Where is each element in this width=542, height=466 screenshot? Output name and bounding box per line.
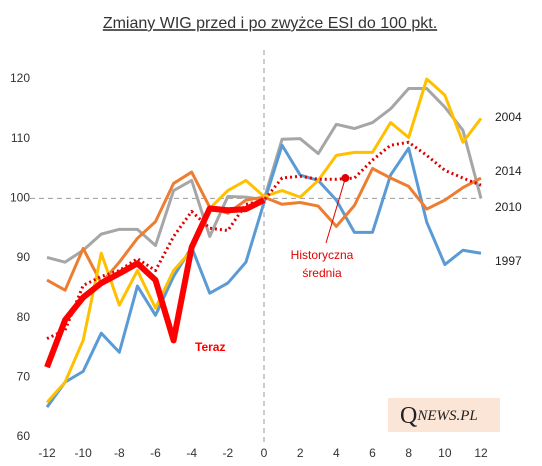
y-tick-label: 80 <box>17 310 31 324</box>
y-tick-label: 100 <box>10 191 30 205</box>
series-label: 2014 <box>495 164 522 178</box>
series-label: 2004 <box>495 110 522 124</box>
x-tick-label: 10 <box>438 446 452 460</box>
x-tick-label: -6 <box>150 446 161 460</box>
y-tick-label: 110 <box>11 131 30 145</box>
x-tick-label: 4 <box>333 446 340 460</box>
x-tick-label: 8 <box>405 446 412 460</box>
series-line <box>46 140 482 340</box>
series-line <box>45 77 483 404</box>
x-tick-label: 6 <box>369 446 376 460</box>
x-tick-label: 12 <box>474 446 488 460</box>
watermark-rest: NEWS.PL <box>416 408 477 424</box>
x-tick-label: -12 <box>38 446 56 460</box>
annotation-leader <box>325 177 346 244</box>
y-tick-label: 90 <box>17 250 31 264</box>
series-label: 1997 <box>495 254 522 268</box>
x-tick-label: 0 <box>261 446 268 460</box>
series-line <box>44 197 266 369</box>
watermark-box <box>388 398 500 432</box>
annotation: Historyczna <box>291 248 354 262</box>
x-tick-label: -8 <box>114 446 125 460</box>
annotation: średnia <box>302 266 342 280</box>
watermark: QNEWS.PL <box>400 403 478 429</box>
x-tick-label: -10 <box>74 446 92 460</box>
series-label: 2010 <box>495 200 522 214</box>
chart-title: Zmiany WIG przed i po zwyżce ESI do 100 … <box>103 15 437 32</box>
x-tick-label: -4 <box>186 446 197 460</box>
series-label: Teraz <box>195 340 225 354</box>
y-tick-label: 60 <box>17 429 31 443</box>
y-tick-label: 70 <box>17 370 31 384</box>
x-tick-label: 2 <box>297 446 304 460</box>
watermark-initial: Q <box>400 403 417 429</box>
y-tick-label: 120 <box>10 71 30 85</box>
x-tick-label: -2 <box>222 446 233 460</box>
